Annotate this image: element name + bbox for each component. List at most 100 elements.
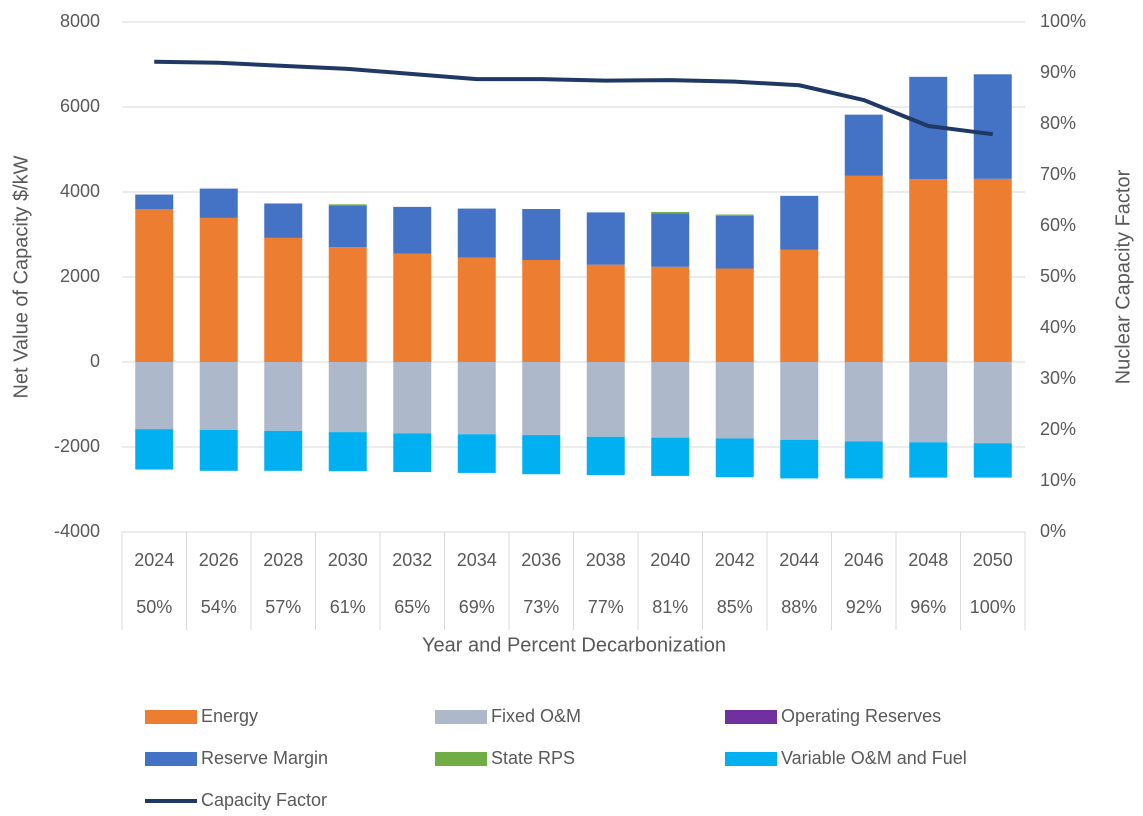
bar-segment	[135, 194, 174, 209]
y2-tick-label: 70%	[1040, 164, 1076, 184]
x-tick-sublabel: 57%	[265, 597, 301, 617]
bar-segment	[973, 74, 1012, 179]
x-tick-label: 2038	[586, 550, 626, 570]
x-tick-label: 2026	[199, 550, 239, 570]
bar-segment	[909, 442, 948, 478]
legend-label: Fixed O&M	[491, 706, 581, 726]
bar-segment	[328, 204, 367, 206]
y2-tick-label: 90%	[1040, 62, 1076, 82]
bar-segment	[780, 362, 819, 440]
y-tick-label: -2000	[54, 436, 100, 456]
bar-segment	[522, 362, 561, 436]
bar-segment	[844, 175, 883, 362]
bar-segment	[264, 203, 303, 238]
x-tick-sublabel: 96%	[910, 597, 946, 617]
bar-segment	[457, 257, 496, 362]
x-tick-sublabel: 65%	[394, 597, 430, 617]
y2-axis-title: Nuclear Capacity Factor	[1112, 169, 1134, 384]
legend-swatch	[145, 710, 197, 724]
bar-segment	[651, 211, 690, 214]
x-tick-label: 2044	[779, 550, 819, 570]
x-tick-sublabel: 50%	[136, 597, 172, 617]
bar-segment	[135, 209, 174, 362]
y2-tick-label: 20%	[1040, 419, 1076, 439]
x-tick-label: 2036	[521, 550, 561, 570]
bar-segment	[586, 212, 625, 265]
bar-segment	[844, 441, 883, 479]
bar-segment	[651, 213, 690, 267]
x-tick-sublabel: 81%	[652, 597, 688, 617]
legend-label: Capacity Factor	[201, 790, 327, 810]
legend-label: Energy	[201, 706, 258, 726]
bar-segment	[844, 362, 883, 442]
bar-segment	[393, 206, 432, 254]
legend-label: Reserve Margin	[201, 748, 328, 768]
bar-segment	[586, 362, 625, 437]
bar-segment	[715, 268, 754, 362]
bar-segment	[457, 362, 496, 435]
x-tick-sublabel: 88%	[781, 597, 817, 617]
bar-segment	[199, 188, 238, 218]
x-tick-label: 2050	[973, 550, 1013, 570]
y2-tick-label: 30%	[1040, 368, 1076, 388]
bar-segment	[393, 433, 432, 473]
bar-segment	[909, 179, 948, 362]
y2-tick-label: 0%	[1040, 521, 1066, 541]
x-tick-label: 2048	[908, 550, 948, 570]
bar-segment	[651, 362, 690, 438]
bar-segment	[135, 429, 174, 470]
bar-segment	[522, 260, 561, 362]
y-tick-label: -4000	[54, 521, 100, 541]
bar-segment	[586, 264, 625, 362]
y2-tick-label: 10%	[1040, 470, 1076, 490]
bar-segment	[651, 266, 690, 362]
y-tick-label: 2000	[60, 266, 100, 286]
bar-segment	[780, 195, 819, 250]
y2-tick-label: 100%	[1040, 11, 1086, 31]
bar-segment	[651, 437, 690, 476]
x-tick-sublabel: 92%	[846, 597, 882, 617]
y-tick-label: 8000	[60, 11, 100, 31]
x-tick-label: 2042	[715, 550, 755, 570]
legend-swatch	[725, 710, 777, 724]
y-tick-label: 0	[90, 351, 100, 371]
bar-segment	[199, 217, 238, 362]
bar-segment	[973, 178, 1012, 362]
bar-segment	[844, 114, 883, 176]
bar-segment	[522, 435, 561, 475]
bar-segment	[328, 362, 367, 433]
x-tick-sublabel: 69%	[459, 597, 495, 617]
bar-segment	[135, 362, 174, 430]
bar-segment	[393, 253, 432, 362]
line	[154, 59, 994, 137]
legend-swatch	[145, 752, 197, 766]
legend-swatch	[435, 710, 487, 724]
y2-tick-label: 40%	[1040, 317, 1076, 337]
x-tick-label: 2030	[328, 550, 368, 570]
y-axis-title: Net Value of Capacity $/kW	[10, 155, 32, 398]
bar-segment	[199, 362, 238, 430]
x-tick-label: 2040	[650, 550, 690, 570]
bar-segment	[780, 249, 819, 362]
bar-segment	[264, 430, 303, 471]
bar-segment	[328, 205, 367, 248]
x-tick-sublabel: 100%	[970, 597, 1016, 617]
bar-segment	[973, 443, 1012, 478]
legend-swatch	[435, 752, 487, 766]
bar-segment	[780, 439, 819, 479]
bar-segment	[586, 436, 625, 476]
bar-segment	[909, 362, 948, 443]
x-tick-label: 2028	[263, 550, 303, 570]
bar-segment	[457, 434, 496, 473]
x-tick-sublabel: 61%	[330, 597, 366, 617]
bar-segment	[973, 362, 1012, 444]
x-tick-sublabel: 73%	[523, 597, 559, 617]
x-tick-label: 2046	[844, 550, 884, 570]
y-tick-label: 6000	[60, 96, 100, 116]
x-tick-label: 2034	[457, 550, 497, 570]
x-tick-label: 2024	[134, 550, 174, 570]
bar-segment	[715, 215, 754, 269]
x-tick-sublabel: 54%	[201, 597, 237, 617]
x-tick-sublabel: 77%	[588, 597, 624, 617]
